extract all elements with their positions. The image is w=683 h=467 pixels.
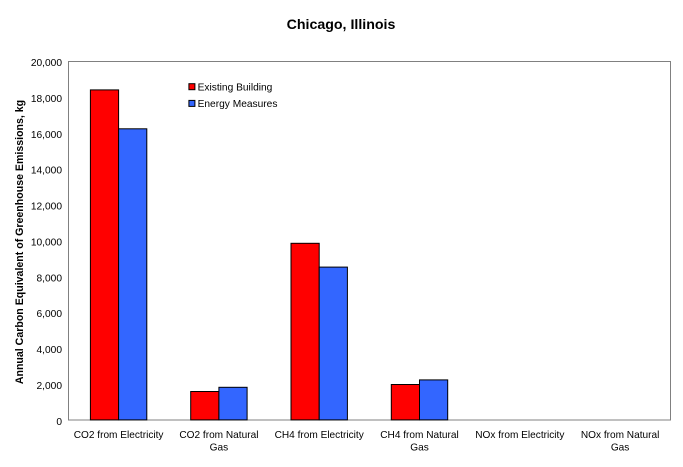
svg-text:12,000: 12,000 [31, 202, 62, 213]
svg-text:Existing Building: Existing Building [198, 82, 273, 93]
svg-text:Chicago, Illinois: Chicago, Illinois [287, 17, 396, 33]
svg-text:CO2 from Electricity: CO2 from Electricity [74, 430, 165, 441]
svg-text:NOx from Electricity: NOx from Electricity [475, 430, 565, 441]
svg-text:Energy Measures: Energy Measures [198, 99, 278, 110]
svg-text:Gas: Gas [611, 443, 630, 454]
svg-text:16,000: 16,000 [31, 130, 62, 141]
svg-text:8,000: 8,000 [37, 273, 63, 284]
svg-text:CH4 from Electricity: CH4 from Electricity [275, 430, 365, 441]
svg-text:CH4 from Natural: CH4 from Natural [380, 430, 459, 441]
svg-text:18,000: 18,000 [31, 94, 62, 105]
svg-text:Gas: Gas [210, 443, 229, 454]
svg-text:2,000: 2,000 [37, 381, 63, 392]
svg-text:10,000: 10,000 [31, 238, 62, 249]
svg-text:6,000: 6,000 [37, 309, 63, 320]
svg-text:20,000: 20,000 [31, 58, 62, 69]
svg-text:CO2 from Natural: CO2 from Natural [179, 430, 258, 441]
svg-text:4,000: 4,000 [37, 345, 63, 356]
svg-text:NOx from Natural: NOx from Natural [581, 430, 660, 441]
svg-text:Gas: Gas [410, 443, 429, 454]
svg-text:14,000: 14,000 [31, 166, 62, 177]
svg-text:Annual Carbon Equivalent of Gr: Annual Carbon Equivalent of Greenhouse E… [14, 100, 26, 384]
svg-text:0: 0 [56, 417, 62, 428]
